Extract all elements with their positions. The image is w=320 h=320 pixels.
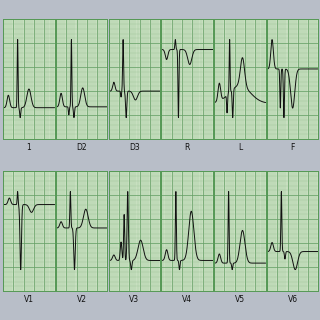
Text: V5: V5 — [235, 295, 245, 304]
Text: 1: 1 — [27, 143, 31, 152]
Text: R: R — [185, 143, 190, 152]
Text: V2: V2 — [77, 295, 87, 304]
Text: D2: D2 — [76, 143, 87, 152]
Text: L: L — [238, 143, 242, 152]
Text: F: F — [291, 143, 295, 152]
Text: D3: D3 — [129, 143, 140, 152]
Text: V4: V4 — [182, 295, 192, 304]
Text: V6: V6 — [288, 295, 298, 304]
Text: V3: V3 — [129, 295, 140, 304]
Text: V1: V1 — [24, 295, 34, 304]
